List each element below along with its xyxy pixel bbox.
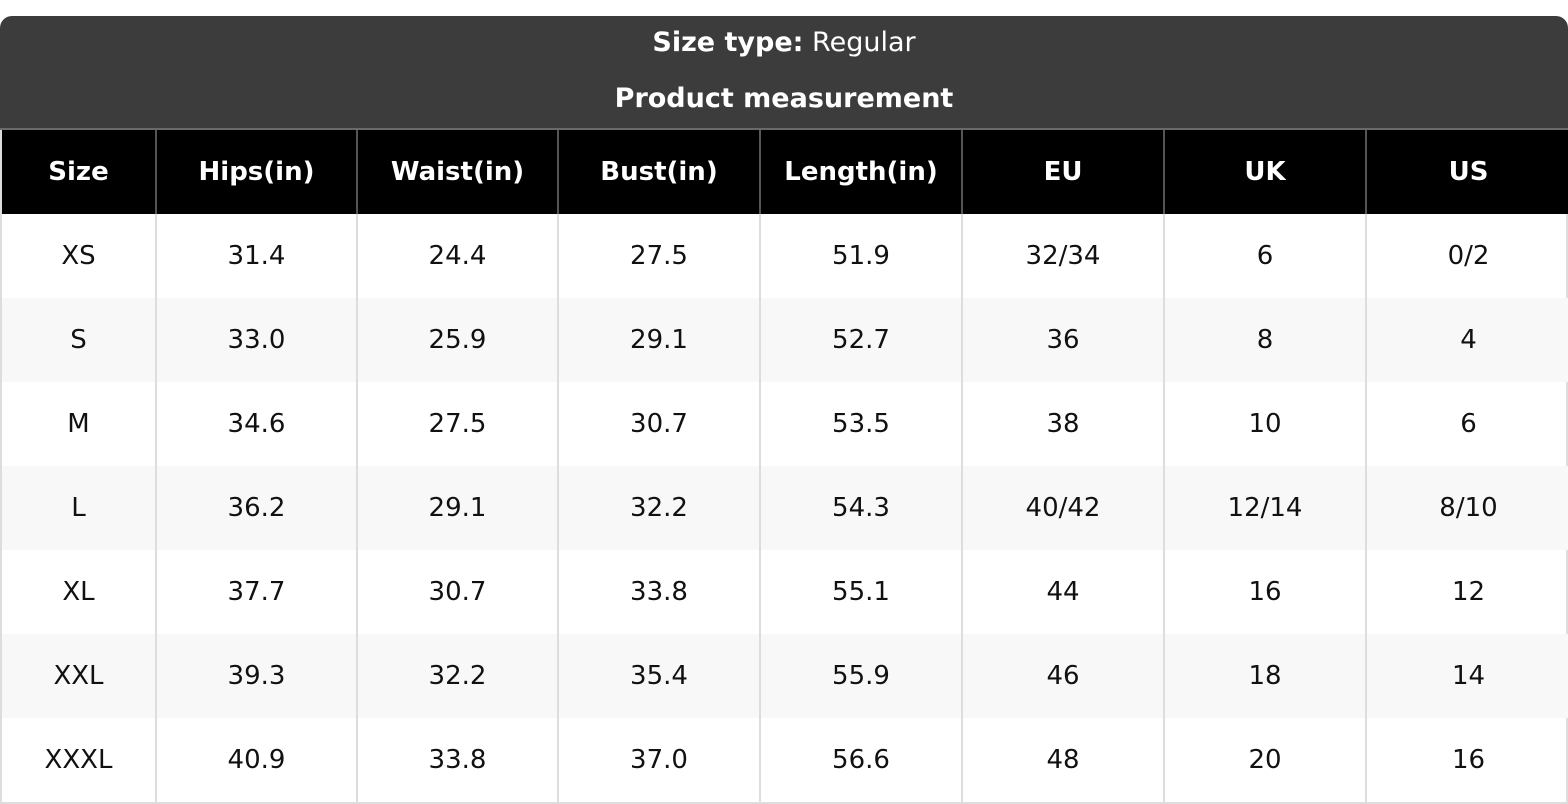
- table-cell: 33.8: [358, 718, 559, 802]
- table-cell: 29.1: [559, 298, 761, 382]
- column-header: Size: [2, 130, 157, 214]
- table-cell: 0/2: [1447, 241, 1490, 271]
- table-cell: 4: [1367, 298, 1568, 382]
- measurement-table: Size Hips(in) Waist(in) Bust(in) Length(in) E…: [0, 130, 1568, 804]
- table-cell: 32/34: [963, 214, 1165, 298]
- table-cell: 10: [1165, 382, 1367, 466]
- table-cell: 48: [963, 718, 1165, 802]
- table-cell: 44: [963, 550, 1165, 634]
- table-cell: 12/14: [1165, 466, 1367, 550]
- table-cell: 14: [1367, 634, 1568, 718]
- table-cell: 32.2: [559, 466, 761, 550]
- table-cell: 33.8: [559, 550, 761, 634]
- table-cell: 53.5: [761, 382, 963, 466]
- table-cell: 18: [1165, 634, 1367, 718]
- column-header: Waist(in): [358, 130, 559, 214]
- table-cell: 16: [1451, 745, 1486, 775]
- table-cell: 25.9: [358, 298, 559, 382]
- column-header: Length(in): [761, 130, 963, 214]
- column-header: EU: [963, 130, 1165, 214]
- table-cell: 27.5: [559, 214, 761, 298]
- size-cell: L: [2, 466, 157, 550]
- table-cell: 38: [963, 382, 1165, 466]
- chart-header: Size type: Regular Product measurement: [0, 16, 1568, 130]
- table-cell: 52.7: [761, 298, 963, 382]
- size-type: Size type: Regular: [0, 27, 1568, 58]
- column-header: US: [1367, 130, 1568, 214]
- table-cell: 36.2: [157, 466, 358, 550]
- size-cell: S: [2, 298, 157, 382]
- table-cell: 37.7: [157, 550, 358, 634]
- table-cell: 20: [1165, 718, 1367, 802]
- column-header: Bust(in): [559, 130, 761, 214]
- size-chart: Size type: Regular Product measurement S…: [0, 16, 1568, 804]
- table-cell: 8/10: [1367, 466, 1568, 550]
- size-cell: XXL: [2, 634, 157, 718]
- table-cell: 54.3: [761, 466, 963, 550]
- table-cell: 32.2: [358, 634, 559, 718]
- table-cell: 34.6: [157, 382, 358, 466]
- table-cell: 24.4: [358, 214, 559, 298]
- table-cell: 39.3: [157, 634, 358, 718]
- size-cell: XS: [2, 214, 157, 298]
- table-cell: 55.1: [761, 550, 963, 634]
- size-type-value: Regular: [812, 27, 916, 58]
- size-type-label: Size type:: [652, 27, 804, 58]
- table-cell: 6: [1460, 409, 1477, 439]
- table-cell: 30.7: [358, 550, 559, 634]
- size-cell: M: [2, 382, 157, 466]
- table-cell: 33.0: [157, 298, 358, 382]
- table-cell: 6: [1165, 214, 1367, 298]
- table-cell: 35.4: [559, 634, 761, 718]
- table-cell: 31.4: [157, 214, 358, 298]
- subtitle: Product measurement: [614, 83, 954, 114]
- size-cell: XXXL: [2, 718, 157, 802]
- size-cell: XL: [2, 550, 157, 634]
- table-cell: 36: [963, 298, 1165, 382]
- table-cell: 56.6: [761, 718, 963, 802]
- table-cell: 40/42: [963, 466, 1165, 550]
- table-cell: 55.9: [761, 634, 963, 718]
- table-cell: 16: [1165, 550, 1367, 634]
- column-header: UK: [1165, 130, 1367, 214]
- table-cell: 8: [1165, 298, 1367, 382]
- table-cell: 51.9: [761, 214, 963, 298]
- table-cell: 27.5: [358, 382, 559, 466]
- table-cell: 30.7: [559, 382, 761, 466]
- table-cell: 46: [963, 634, 1165, 718]
- table-cell: 37.0: [559, 718, 761, 802]
- table-cell: 40.9: [157, 718, 358, 802]
- table-cell: 12: [1451, 577, 1486, 607]
- table-cell: 29.1: [358, 466, 559, 550]
- column-header: Hips(in): [157, 130, 358, 214]
